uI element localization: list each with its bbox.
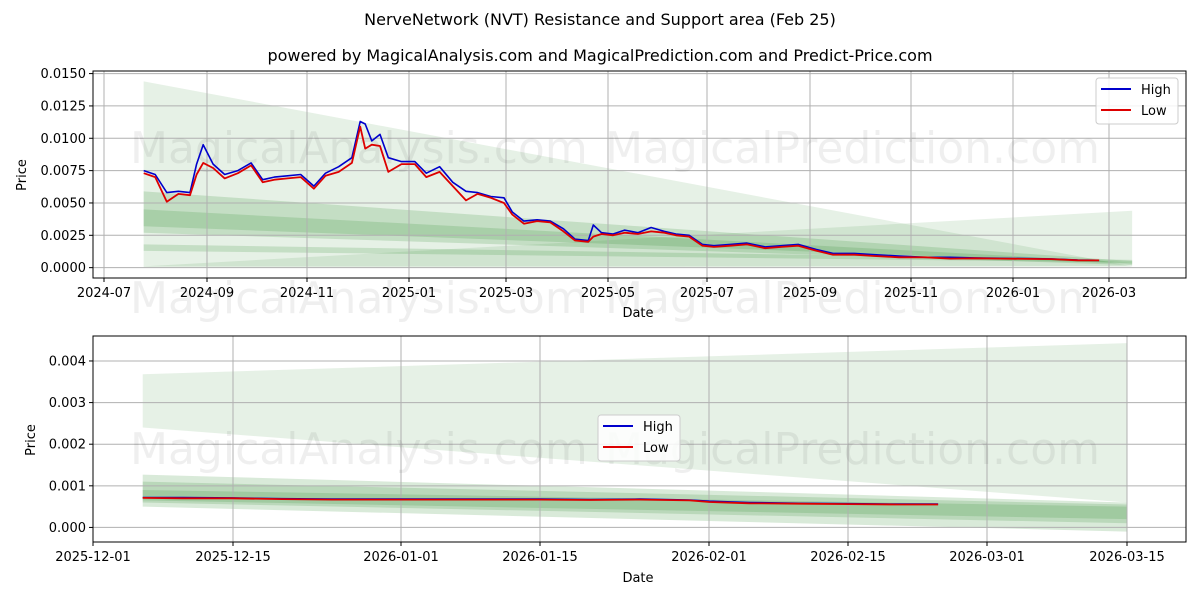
x-tick-label: 2026-02-01	[671, 550, 747, 565]
y-tick-label: 0.004	[49, 354, 86, 369]
x-tick-label: 2026-03	[1082, 286, 1136, 301]
x-tick-label: 2026-01-15	[502, 550, 578, 565]
top-prediction-bands	[143, 81, 1133, 268]
x-tick-label: 2025-03	[479, 286, 533, 301]
bottom-x-axis-label: Date	[622, 571, 653, 586]
y-tick-label: 0.0025	[41, 229, 87, 244]
upper-prediction-band	[143, 210, 1133, 267]
legend-low-label: Low	[1141, 104, 1167, 119]
bottom-y-axis: 0.000 0.001 0.002 0.003 0.004	[49, 354, 93, 536]
x-tick-label: 2024-07	[77, 286, 131, 301]
x-tick-label: 2026-03-15	[1089, 550, 1165, 565]
support-band-2	[142, 481, 1127, 524]
x-tick-label: 2024-09	[180, 286, 234, 301]
x-tick-label: 2025-12-15	[195, 550, 271, 565]
x-tick-label: 2026-01	[986, 286, 1040, 301]
chart-title: NerveNetwork (NVT) Resistance and Suppor…	[364, 10, 836, 29]
outer-prediction-band	[143, 81, 1133, 268]
top-y-axis: 0.0000 0.0025 0.0050 0.0075 0.0100 0.0125 0.01…	[41, 67, 93, 276]
watermark-prediction: MagicalPrediction.com	[605, 123, 1100, 174]
x-tick-label: 2026-03-01	[949, 550, 1025, 565]
support-band-1	[142, 474, 1127, 532]
watermark-prediction: MagicalPrediction.com	[605, 273, 1100, 324]
y-tick-label: 0.0050	[41, 196, 87, 211]
x-tick-label: 2025-09	[783, 286, 837, 301]
x-tick-label: 2025-12-01	[55, 550, 131, 565]
x-tick-label: 2024-11	[280, 286, 334, 301]
y-tick-label: 0.0075	[41, 164, 87, 179]
y-tick-label: 0.0000	[41, 261, 87, 276]
watermark-analysis: MagicalAnalysis.com	[130, 273, 588, 324]
bottom-price-lines	[142, 496, 939, 506]
y-tick-label: 0.0150	[41, 67, 87, 82]
top-grid	[93, 71, 1186, 278]
bottom-chart: MagicalAnalysis.com MagicalPrediction.co…	[24, 335, 1187, 586]
bottom-y-axis-label: Price	[24, 424, 39, 456]
x-tick-label: 2025-01	[382, 286, 436, 301]
top-x-axis: 2024-07 2024-09 2024-11 2025-01 2025-03 2025-…	[77, 278, 1136, 301]
y-tick-label: 0.000	[49, 521, 86, 536]
x-tick-label: 2025-07	[680, 286, 734, 301]
top-chart: MagicalAnalysis.com MagicalPrediction.co…	[15, 67, 1187, 324]
watermark-prediction: MagicalPrediction.com	[605, 424, 1100, 475]
top-plot-frame	[92, 70, 1187, 279]
y-tick-label: 0.002	[49, 438, 86, 453]
x-tick-label: 2025-05	[581, 286, 635, 301]
x-tick-label: 2026-02-15	[810, 550, 886, 565]
bottom-legend: High Low	[597, 414, 681, 462]
series-high-line	[143, 120, 1100, 262]
top-price-lines	[143, 120, 1100, 262]
top-x-axis-label: Date	[622, 306, 653, 321]
y-tick-label: 0.001	[49, 479, 86, 494]
legend-high-label: High	[643, 420, 673, 435]
bottom-plot-frame	[92, 335, 1187, 543]
y-tick-label: 0.0125	[41, 99, 87, 114]
watermark-analysis: MagicalAnalysis.com	[130, 424, 588, 475]
support-band-1	[143, 191, 1133, 266]
y-tick-label: 0.003	[49, 396, 86, 411]
top-legend: High Low	[1095, 77, 1179, 125]
support-band-3	[142, 489, 1127, 520]
legend-high-label: High	[1141, 83, 1171, 98]
y-tick-label: 0.0100	[41, 132, 87, 147]
support-band-2	[143, 209, 1133, 264]
x-tick-label: 2025-11	[884, 286, 938, 301]
x-tick-label: 2026-01-01	[363, 550, 439, 565]
chart-subtitle: powered by MagicalAnalysis.com and Magic…	[267, 46, 933, 65]
bottom-grid	[92, 336, 1186, 542]
series-low-line	[143, 125, 1100, 262]
bottom-x-axis: 2025-12-01 2025-12-15 2026-01-01 2026-01-15…	[55, 542, 1165, 565]
support-band-3	[143, 244, 1133, 263]
series-low-line	[142, 497, 939, 506]
legend-low-label: Low	[643, 441, 669, 456]
top-y-axis-label: Price	[15, 159, 30, 191]
